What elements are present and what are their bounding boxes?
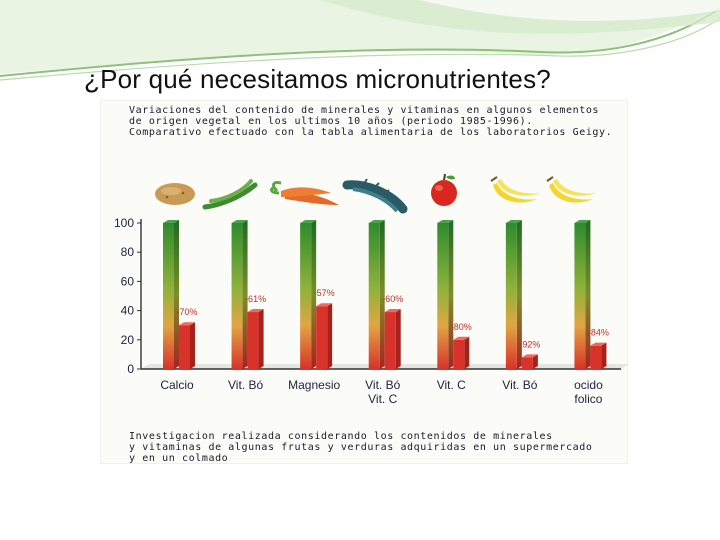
- reduced-bar: [521, 357, 533, 369]
- caption-top-line: Comparativo efectuado con la tabla alime…: [129, 127, 613, 138]
- category-label: ocido: [574, 378, 603, 392]
- caption-bottom-line: y en un colmado: [129, 453, 229, 464]
- caption-top-line: Variaciones del contenido de minerales y…: [129, 105, 600, 116]
- reference-bar: [437, 223, 449, 369]
- reduced-bar: [453, 339, 465, 369]
- category-label: folico: [574, 392, 602, 406]
- reduced-bar: [590, 345, 602, 369]
- carrot-icon: [270, 181, 339, 205]
- reference-bar: [368, 223, 380, 369]
- reduced-bar: [247, 312, 259, 369]
- reduced-bar-side: [464, 336, 470, 369]
- category-label: Vit. Bó: [502, 378, 537, 392]
- caption-top-line: de origen vegetal en los ultimos 10 años…: [129, 116, 533, 127]
- reference-bar-side: [311, 220, 317, 369]
- reduced-bar-top: [521, 354, 538, 358]
- reference-bar-side: [174, 220, 179, 369]
- header-swoosh-decoration: [0, 0, 720, 81]
- reference-bar-side: [242, 220, 248, 369]
- y-tick-label: 0: [127, 362, 134, 376]
- category-label: Vit. C: [368, 392, 397, 406]
- potato-icon: [155, 183, 195, 205]
- data-label: -60%: [382, 294, 403, 304]
- reference-bar-side: [448, 220, 454, 369]
- reduced-bar-side: [601, 342, 607, 369]
- category-label: Vit. Bó: [365, 378, 400, 392]
- reduced-bar-top: [316, 303, 333, 307]
- reduced-bar: [384, 312, 396, 369]
- y-tick-label: 60: [121, 274, 135, 288]
- y-tick-label: 80: [121, 245, 135, 259]
- reference-bar-top: [574, 220, 591, 223]
- apple-icon: [431, 173, 457, 206]
- category-label: Calcio: [160, 378, 194, 392]
- reference-bar-top: [300, 220, 317, 223]
- category-label: Vit. Bó: [228, 378, 263, 392]
- reference-bar-top: [231, 220, 248, 223]
- data-label: -70%: [176, 307, 197, 317]
- reference-bar-top: [505, 220, 522, 223]
- reduced-bar-side: [532, 354, 538, 369]
- reduced-bar-side: [190, 322, 195, 369]
- reduced-bar: [316, 306, 328, 369]
- banana-icon: [490, 176, 541, 203]
- data-label: -57%: [314, 288, 335, 298]
- reference-bar: [300, 223, 312, 369]
- reduced-bar-side: [395, 309, 401, 369]
- y-tick-label: 100: [114, 216, 134, 230]
- green-beans-icon: [202, 179, 258, 210]
- reduced-bar: [179, 325, 190, 369]
- data-label: -84%: [588, 328, 609, 338]
- reference-bar: [231, 223, 243, 369]
- reference-bar-side: [516, 220, 522, 369]
- caption-top: Variaciones del contenido de minerales y…: [129, 105, 612, 138]
- chart-figure: Variaciones del contenido de minerales y…: [100, 100, 629, 464]
- reduced-bar-top: [590, 342, 607, 346]
- y-tick-label: 40: [121, 304, 135, 318]
- slide-title: ¿Por qué necesitamos micronutrientes?: [84, 64, 551, 94]
- caption-bottom-line: y vitaminas de algunas frutas y verduras…: [129, 442, 593, 453]
- data-label: -61%: [245, 294, 266, 304]
- food-icons: [155, 173, 597, 214]
- reduced-bar-top: [384, 309, 401, 313]
- reduced-bar-side: [258, 309, 264, 369]
- reference-bar: [574, 223, 586, 369]
- reference-bar-side: [379, 220, 385, 369]
- reference-bar: [163, 223, 174, 369]
- reference-bar-side: [585, 220, 591, 369]
- category-label: Vit. C: [437, 378, 466, 392]
- kale-icon: [342, 178, 408, 214]
- reference-bar-top: [163, 220, 179, 223]
- caption-bottom: Investigacion realizada considerando los…: [129, 431, 592, 464]
- reduced-bar-top: [453, 336, 470, 340]
- plot-area: 0 20 40 60 80 100 -70% Calcio -61% Vit. Bó -57% Mag…: [114, 216, 629, 406]
- data-label: -80%: [451, 322, 472, 332]
- data-label: -92%: [519, 339, 540, 349]
- bar-chart: 0 20 40 60 80 100 -70% Calcio -61% Vit. Bó -57% Mag…: [114, 173, 629, 406]
- category-label: Magnesio: [288, 378, 340, 392]
- reference-bar-top: [368, 220, 385, 223]
- reference-bar-top: [437, 220, 454, 223]
- reduced-bar-side: [327, 303, 333, 369]
- banana-icon: [546, 176, 597, 203]
- y-tick-label: 20: [121, 333, 135, 347]
- reference-bar: [505, 223, 517, 369]
- reduced-bar-top: [179, 322, 195, 326]
- reduced-bar-top: [247, 309, 264, 313]
- caption-bottom-line: Investigacion realizada considerando los…: [129, 431, 553, 442]
